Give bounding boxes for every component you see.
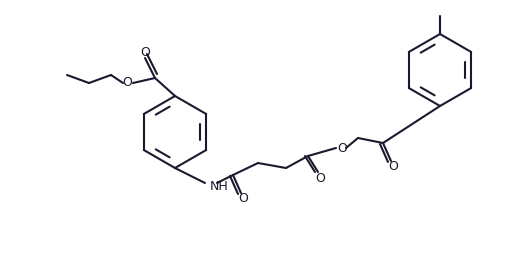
Text: O: O bbox=[315, 172, 325, 184]
Text: O: O bbox=[337, 141, 347, 155]
Text: O: O bbox=[238, 193, 248, 205]
Text: O: O bbox=[388, 161, 398, 173]
Text: O: O bbox=[140, 46, 150, 58]
Text: O: O bbox=[122, 77, 132, 90]
Text: NH: NH bbox=[210, 179, 229, 193]
